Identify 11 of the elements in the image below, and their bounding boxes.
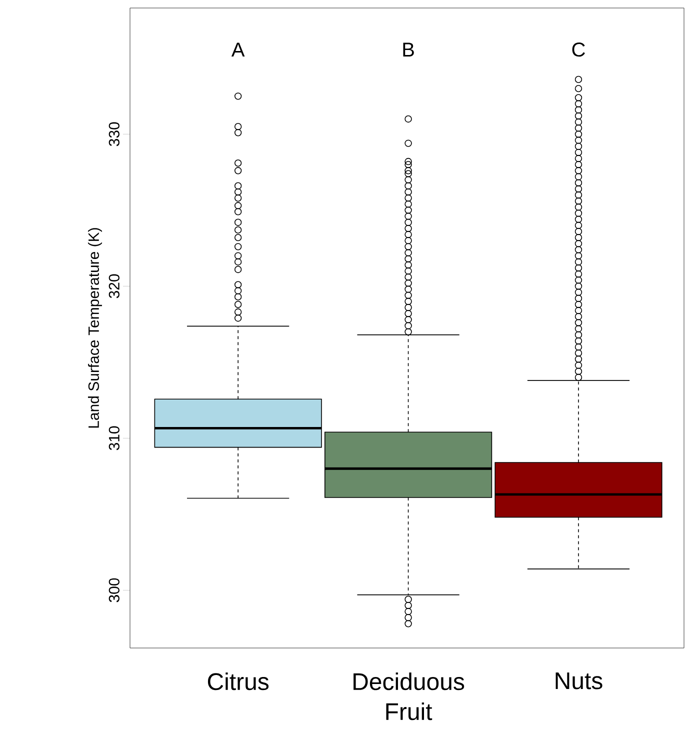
y-tick-label: 330 [108,122,120,146]
y-tick-label: 310 [108,426,120,450]
x-tick-label: Citrus [208,672,269,690]
annotation: B [403,42,414,56]
y-axis-title: Land Surface Temperature (K) [88,228,102,428]
y-tick-label: 320 [108,274,120,298]
x-tick-label: Nuts [556,672,602,690]
x-tick-label: Deciduous Fruit [354,672,464,720]
y-tick-label: 300 [108,578,120,602]
annotation: C [572,42,585,57]
annotation: A [231,42,245,56]
